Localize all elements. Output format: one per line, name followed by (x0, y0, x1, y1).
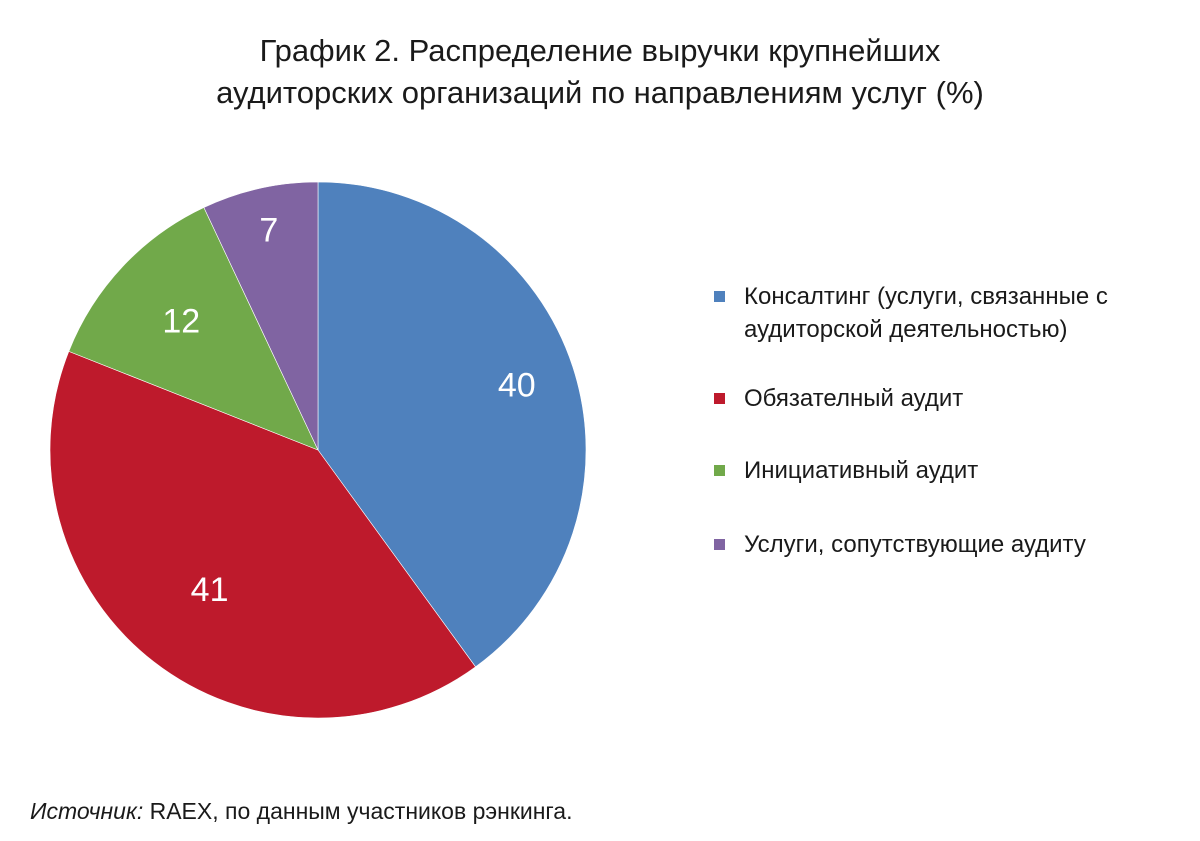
chart-title-line-2: аудиторских организаций по направлениям … (216, 75, 984, 110)
legend-label-initiative-audit: Инициативный аудит (744, 457, 979, 484)
legend-label-mandatory-audit: Обязателный аудит (744, 385, 964, 412)
data-label-initiative-audit: 12 (162, 303, 200, 341)
legend-swatch-initiative-audit (714, 465, 725, 476)
legend-label-related-services: Услуги, сопутствующие аудиту (744, 531, 1086, 558)
data-label-related-services: 7 (259, 211, 278, 249)
data-label-consulting: 40 (498, 366, 536, 404)
legend-swatch-mandatory-audit (714, 393, 725, 404)
pie-slice-consulting (317, 181, 587, 668)
legend-label-consulting: Консалтинг (услуги, связанные с аудиторс… (744, 283, 1108, 343)
source-note: Источник: RAEX, по данным участников рэн… (30, 796, 573, 826)
pie-chart: 40 41 12 7 (49, 181, 587, 719)
legend-swatch-consulting (714, 291, 725, 302)
pie-slice-initiative-audit (68, 207, 319, 451)
data-label-mandatory-audit: 41 (191, 571, 229, 609)
source-prefix: Источник: (30, 798, 144, 824)
legend-swatch-related-services (714, 539, 725, 550)
pie-slice-related-services (203, 181, 319, 451)
chart-title-line-1: График 2. Распределение выручки крупнейш… (259, 33, 941, 68)
chart-title: График 2. Распределение выручки крупнейш… (0, 30, 1200, 114)
pie-slice-mandatory-audit (49, 350, 476, 719)
source-text: RAEX, по данным участников рэнкинга. (143, 798, 573, 824)
